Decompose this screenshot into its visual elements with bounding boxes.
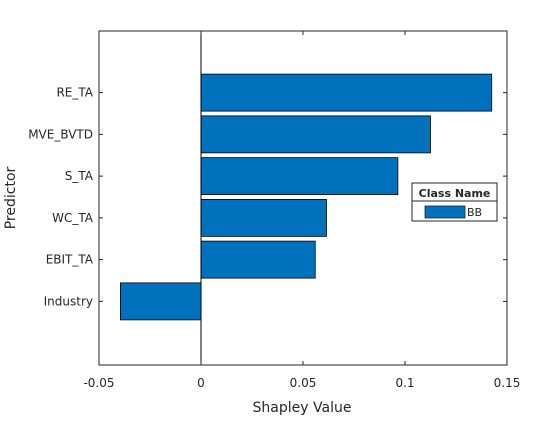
x-tick-label: 0 — [197, 376, 205, 390]
bar-industry — [120, 282, 202, 321]
x-tick-label: 0.05 — [290, 376, 317, 390]
x-tick-label: 0.1 — [395, 376, 414, 390]
y-tick-label: MVE_BVTD — [28, 127, 93, 141]
y-axis-label: Predictor — [3, 166, 19, 229]
bar-ebit-ta — [200, 240, 316, 279]
y-tick-label: WC_TA — [52, 211, 94, 225]
x-axis-label: Shapley Value — [253, 400, 352, 416]
y-tick-label: EBIT_TA — [46, 253, 94, 267]
bars-layer — [120, 73, 493, 321]
bar-wc-ta — [200, 198, 327, 237]
legend-title: Class Name — [419, 187, 491, 200]
bar-s-ta — [200, 157, 399, 196]
legend: Class Name BB — [411, 182, 498, 222]
x-tick-label: -0.05 — [83, 376, 114, 390]
bar-mve-bvtd — [200, 115, 431, 154]
y-tick-label: RE_TA — [56, 86, 93, 100]
legend-swatch — [424, 205, 466, 219]
y-tick-label: S_TA — [65, 169, 94, 183]
x-tick-label: 0.15 — [494, 376, 521, 390]
ticks-layer: -0.05 0 0.05 0.1 0.15 RE_TA MVE_BVTD S_TA WC_TA E… — [28, 31, 520, 390]
legend-entry: BB — [467, 206, 482, 219]
y-tick-label: Industry — [44, 294, 93, 308]
bar-re-ta — [200, 73, 493, 112]
